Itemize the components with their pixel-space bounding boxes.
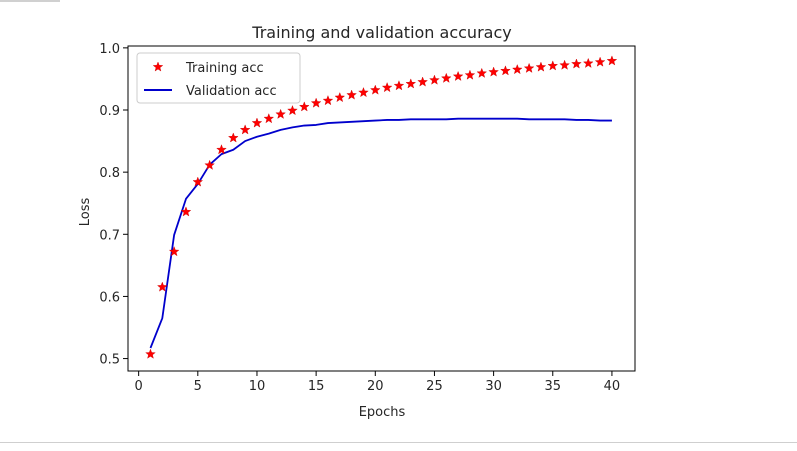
training-acc-point	[571, 58, 582, 69]
training-acc-point	[452, 70, 464, 81]
training-acc-point	[216, 144, 227, 155]
training-acc-point	[511, 64, 523, 75]
training-acc-point	[369, 84, 381, 95]
training-acc-point	[547, 60, 559, 71]
y-axis: 0.5 0.6 0.7 0.8 0.9 1.0	[99, 42, 128, 368]
training-acc-point	[204, 159, 215, 170]
x-tick-label: 35	[544, 379, 561, 394]
training-acc-point	[239, 124, 251, 135]
series-layer	[145, 55, 618, 359]
training-acc-point	[346, 89, 357, 100]
training-acc-point	[322, 95, 334, 106]
x-tick-label: 10	[249, 379, 266, 394]
x-tick-label: 15	[308, 379, 325, 394]
legend-box	[136, 52, 301, 104]
training-acc-point	[476, 67, 488, 78]
training-acc-point	[358, 87, 369, 98]
training-acc-point	[582, 57, 594, 68]
x-tick-label: 30	[485, 379, 502, 394]
training-acc-point	[145, 348, 156, 359]
training-acc-point	[440, 72, 452, 83]
training-acc-point	[429, 74, 440, 85]
training-acc-point	[535, 61, 547, 72]
training-acc-point	[180, 206, 192, 217]
x-tick-label: 0	[135, 379, 143, 394]
top-edge-mark	[0, 0, 60, 2]
legend-label-training: Training acc	[185, 61, 264, 76]
training-acc-point	[393, 80, 405, 91]
training-acc-point	[310, 97, 322, 108]
y-tick-label: 0.6	[99, 290, 120, 305]
training-acc-point	[594, 56, 606, 67]
training-acc-point	[500, 65, 511, 76]
x-tick-label: 40	[604, 379, 621, 394]
y-tick-label: 1.0	[99, 42, 120, 57]
training-acc-point	[381, 82, 393, 93]
x-tick-label: 20	[367, 379, 384, 394]
training-acc-point	[263, 113, 275, 124]
training-acc-point	[488, 66, 499, 77]
x-axis-label: Epochs	[359, 405, 406, 420]
y-tick-label: 0.9	[99, 104, 120, 119]
x-axis: 0 5 10 15 20 25 30 35 40	[135, 371, 621, 394]
training-acc-point	[606, 55, 618, 66]
training-acc-point	[417, 76, 428, 87]
y-tick-label: 0.5	[99, 353, 120, 368]
x-tick-label: 25	[426, 379, 443, 394]
training-acc-point	[298, 101, 310, 112]
y-axis-label: Loss	[78, 198, 93, 227]
training-acc-point	[405, 78, 417, 89]
training-acc-point	[287, 105, 298, 116]
x-tick-label: 5	[194, 379, 202, 394]
training-acc-point	[334, 92, 346, 103]
bottom-divider	[0, 442, 797, 443]
y-tick-label: 0.7	[99, 228, 120, 243]
training-acc-point	[251, 117, 263, 128]
training-acc-point	[464, 69, 476, 80]
validation-acc-line	[149, 117, 612, 349]
y-tick-label: 0.8	[99, 166, 120, 181]
training-acc-point	[192, 176, 204, 187]
legend-star-icon	[152, 61, 164, 72]
training-acc-point	[228, 132, 239, 143]
training-acc-point	[168, 246, 180, 257]
legend: Training acc Validation acc	[136, 52, 301, 104]
training-acc-point	[523, 62, 535, 73]
training-acc-point	[559, 59, 570, 70]
legend-marker-training	[152, 61, 164, 72]
chart-title: Training and validation accuracy	[251, 23, 511, 42]
legend-label-validation: Validation acc	[186, 84, 277, 99]
training-acc-point	[157, 281, 168, 292]
training-acc-point	[275, 108, 286, 119]
